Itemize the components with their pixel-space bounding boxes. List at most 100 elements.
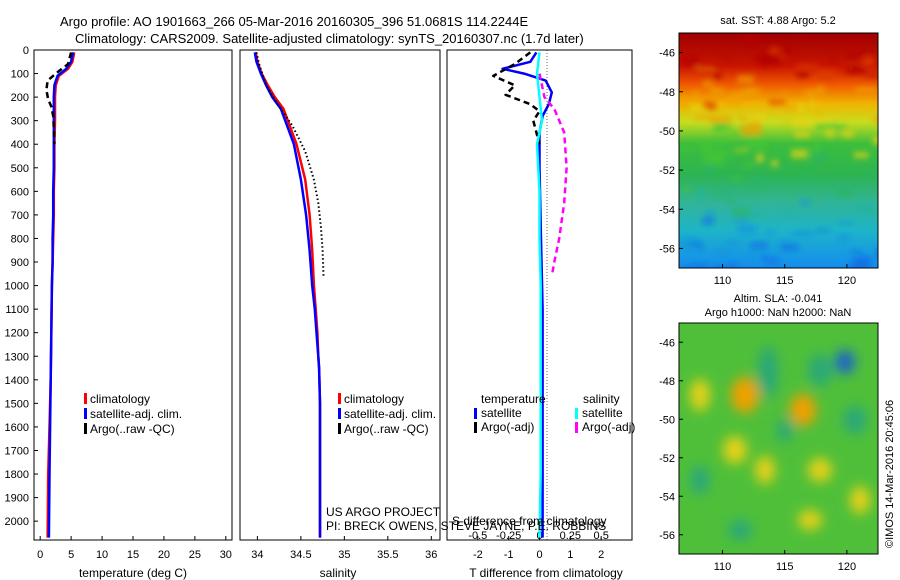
sst-texture-cell <box>716 137 729 145</box>
legend-label-salinity-satellite: satellite <box>582 406 623 420</box>
project-line2: PI: BRECK OWENS, STEVE JAYNE, P.E. ROBBI… <box>326 519 606 533</box>
sst-texture-cell <box>737 76 754 84</box>
legend-swatch-temperature-satellite <box>474 408 477 419</box>
depth-tick-label: 1000 <box>5 281 29 293</box>
x-tick-label: 2 <box>598 549 604 561</box>
map-x-tick-label: 120 <box>838 275 856 287</box>
sst-heatmap <box>679 33 878 268</box>
sst-texture-cell <box>825 199 842 203</box>
sst-texture-cell <box>829 57 835 64</box>
sst-texture-cell <box>854 256 871 266</box>
sst-texture-cell <box>853 152 869 159</box>
sst-texture-cell <box>841 129 854 138</box>
sst-texture-cell <box>771 160 778 167</box>
imos-stamp: ©IMOS 14-Mar-2016 20:45:06 <box>884 400 896 548</box>
sst-texture-cell <box>781 244 800 251</box>
map-y-tick-label: -50 <box>659 414 675 426</box>
sst-texture-cell <box>863 56 875 67</box>
legend-label-satellite: satellite-adj. clim. <box>344 407 436 421</box>
sst-texture-cell <box>813 150 827 162</box>
sst-texture-cell <box>795 34 808 38</box>
sst-texture-cell <box>800 199 811 205</box>
sst-texture-cell <box>818 217 837 221</box>
sst-texture-cell <box>844 37 864 42</box>
sst-texture-cell <box>825 125 835 138</box>
x-tick-label: 30 <box>220 549 232 561</box>
sst-texture-cell <box>679 147 695 151</box>
sla-heatmap-anomalies <box>690 346 870 540</box>
sst-texture-cell <box>876 248 878 259</box>
legend-swatch-salinity-satellite <box>575 408 578 419</box>
depth-tick-label: 200 <box>11 92 29 104</box>
difference-axis-label: T difference from climatology <box>469 566 623 580</box>
sst-texture-cell <box>734 218 749 222</box>
sst-texture-cell <box>793 116 811 128</box>
depth-tick-label: 2000 <box>5 516 29 528</box>
map-y-tick-label: -46 <box>659 48 675 60</box>
sst-texture-cell <box>698 189 706 199</box>
project-line1: US ARGO PROJECT <box>326 505 441 519</box>
salinity-axes-frame <box>239 49 441 541</box>
sst-texture-cell <box>766 257 780 264</box>
sst-texture-cell <box>708 150 729 159</box>
salinity-series <box>253 52 325 538</box>
sst-texture-cell <box>855 87 877 93</box>
sst-texture-cell <box>782 122 791 125</box>
sla-anomaly-blob <box>755 456 775 484</box>
sla-anomaly-blob <box>728 520 752 540</box>
difference-top-axis-label: S difference from climatology <box>452 514 607 528</box>
legend-label-salinity-argo: Argo(-adj) <box>582 420 635 434</box>
salinity-axis: 34 34.5 35 35.5 36 <box>251 536 437 561</box>
sst-texture-cell <box>835 186 853 198</box>
sst-texture-cell <box>694 115 716 120</box>
legend-swatch-argo <box>84 423 87 434</box>
sst-texture-cell <box>729 92 745 99</box>
sst-texture-cell <box>695 243 703 250</box>
sst-texture-cell <box>864 204 878 217</box>
sst-texture-cell <box>846 51 868 58</box>
sst-texture-cell <box>743 163 754 168</box>
depth-tick-label: 0 <box>23 45 29 57</box>
sst-map-title: sat. SST: 4.88 Argo: 5.2 <box>720 15 836 27</box>
depth-tick-label: 800 <box>11 233 29 245</box>
sla-anomaly-blob <box>808 354 832 386</box>
sst-texture-cell <box>725 98 743 106</box>
sst-texture-cell <box>750 183 756 194</box>
sst-texture-cell <box>710 115 732 125</box>
top-x-tick-label: -0.25 <box>496 530 521 542</box>
sst-texture-cell <box>702 80 713 88</box>
difference-series <box>492 51 568 538</box>
sst-texture-cell <box>741 80 747 92</box>
sst-texture-cell <box>837 221 854 225</box>
map-x-tick-label: 110 <box>714 561 732 573</box>
x-tick-label: 25 <box>189 549 201 561</box>
sla-map-title: Altim. SLA: -0.041 <box>734 293 823 305</box>
x-tick-label: 34 <box>251 549 263 561</box>
sst-texture-cell <box>857 62 867 65</box>
depth-tick-label: 300 <box>11 116 29 128</box>
x-tick-label: 35 <box>338 549 350 561</box>
sst-texture-cell <box>728 241 737 245</box>
header-line2: Climatology: CARS2009. Satellite-adjuste… <box>75 31 584 46</box>
sst-texture-cell <box>783 207 799 214</box>
sst-texture-cell <box>761 255 767 260</box>
series-salinity-argo-adj <box>538 73 568 277</box>
depth-tick-label: 1700 <box>5 445 29 457</box>
series-satellite-adj-clim <box>47 52 75 538</box>
sla-anomaly-blob <box>843 406 867 434</box>
sst-texture-cell <box>679 96 688 109</box>
map-x-tick-label: 115 <box>776 275 794 287</box>
sla-anomaly-blob <box>850 486 870 514</box>
header-line1: Argo profile: AO 1901663_266 05-Mar-2016… <box>60 14 528 29</box>
depth-tick-label: 1400 <box>5 375 29 387</box>
sst-texture-cell <box>712 72 722 79</box>
legend-header-temperature: temperature <box>481 392 546 406</box>
sst-texture-cell <box>702 148 711 155</box>
sst-texture-cell <box>746 139 767 149</box>
sst-texture-cell <box>715 192 734 195</box>
sst-texture-cell <box>741 124 762 136</box>
sst-texture-cell <box>737 224 757 234</box>
sst-texture-cell <box>792 232 813 235</box>
sst-texture-cell <box>729 176 742 180</box>
x-tick-label: 10 <box>96 549 108 561</box>
